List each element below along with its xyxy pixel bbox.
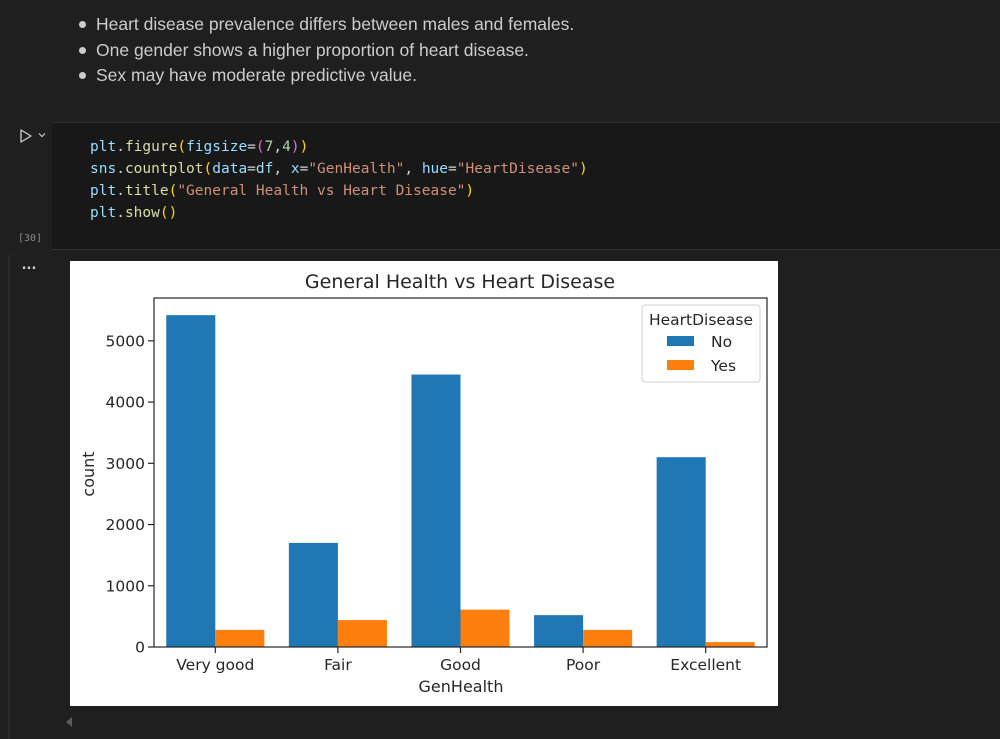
legend-swatch-no: [667, 336, 694, 346]
legend: HeartDisease No Yes: [641, 304, 761, 383]
chart-output: General Health vs Heart Disease 0 1000 200…: [70, 261, 778, 706]
execution-count: [30]: [18, 233, 43, 244]
bar-no-poor: [534, 615, 584, 647]
bar-no-good: [411, 374, 461, 647]
bar-yes-fair: [337, 620, 387, 647]
x-axis: Very good Fair Good Poor Excellent: [176, 647, 741, 674]
code-line-1: plt.figure(figsize=(7,4)): [90, 139, 309, 155]
legend-title: HeartDisease: [649, 311, 753, 329]
y-axis: 0 1000 2000 3000 4000 5000: [106, 332, 154, 657]
bullet-icon: [79, 72, 86, 79]
y-tick-label: 2000: [106, 516, 145, 534]
legend-label-yes: Yes: [710, 357, 736, 375]
bar-no-very-good: [166, 315, 216, 647]
bar-no-fair: [288, 542, 338, 647]
ellipsis-icon: ...: [21, 258, 37, 273]
chart-svg: General Health vs Heart Disease 0 1000 200…: [79, 271, 768, 696]
play-icon: [20, 129, 32, 143]
list-item: Heart disease prevalence differs between…: [78, 12, 574, 38]
legend-label-no: No: [711, 333, 732, 351]
bars-group: [166, 315, 755, 647]
x-tick-label: Fair: [324, 656, 352, 674]
code-line-3: plt.title("General Health vs Heart Disea…: [90, 183, 475, 199]
bullet-list: Heart disease prevalence differs between…: [78, 12, 574, 89]
chevron-down-icon: [38, 133, 46, 138]
x-tick-label: Excellent: [670, 656, 741, 674]
bullet-icon: [79, 46, 86, 54]
output-gutter: [8, 255, 10, 739]
bar-no-excellent: [656, 457, 706, 647]
list-item: One gender shows a higher proportion of …: [78, 38, 574, 64]
list-item-text: Heart disease prevalence differs between…: [96, 14, 575, 34]
x-tick-label: Good: [440, 656, 481, 674]
list-item-text: Sex may have moderate predictive value.: [96, 65, 417, 85]
y-tick-label: 5000: [106, 332, 145, 350]
y-tick-label: 0: [135, 639, 145, 657]
scroll-left-button[interactable]: [64, 713, 74, 727]
bar-yes-excellent: [705, 642, 755, 647]
y-tick-label: 1000: [106, 577, 145, 595]
axes-frame: [153, 297, 768, 648]
code-text[interactable]: plt.figure(figsize=(7,4)) sns.countplot(d…: [90, 136, 588, 224]
run-cell-button[interactable]: [16, 126, 36, 146]
code-editor[interactable]: plt.figure(figsize=(7,4)) sns.countplot(d…: [52, 122, 1000, 250]
bar-yes-good: [460, 609, 510, 647]
markdown-cell: Heart disease prevalence differs between…: [0, 0, 1000, 110]
run-options-button[interactable]: [36, 128, 48, 142]
code-cell: [30] plt.figure(figsize=(7,4)) sns.countp…: [0, 122, 1000, 252]
list-item: Sex may have moderate predictive value.: [78, 63, 574, 89]
y-axis-label: count: [79, 451, 98, 496]
y-tick-label: 3000: [106, 455, 145, 473]
x-tick-label: Very good: [176, 656, 254, 674]
list-item-text: One gender shows a higher proportion of …: [96, 39, 529, 60]
chart-title: General Health vs Heart Disease: [305, 271, 615, 293]
output-menu-button[interactable]: ...: [20, 258, 38, 274]
bullet-icon: [79, 21, 86, 28]
code-line-4: plt.show(): [90, 205, 178, 221]
scroll-left-icon: [66, 717, 72, 727]
code-line-2: sns.countplot(data=df, x="GenHealth", hu…: [90, 161, 588, 177]
x-axis-label: GenHealth: [419, 677, 504, 696]
bar-yes-very-good: [215, 629, 265, 647]
legend-swatch-yes: [667, 360, 694, 370]
bar-yes-poor: [583, 629, 633, 647]
y-tick-label: 4000: [106, 394, 145, 412]
x-tick-label: Poor: [566, 656, 601, 674]
